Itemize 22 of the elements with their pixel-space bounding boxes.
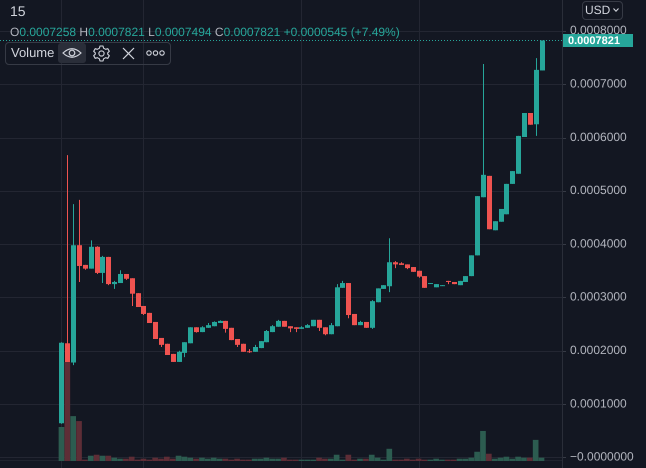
ref-line-label: 0.0007821 bbox=[568, 34, 620, 47]
bar bbox=[105, 456, 112, 461]
chart-title: 15 bbox=[10, 3, 26, 20]
y-tick-label: 0.0007000 bbox=[570, 76, 628, 91]
bar bbox=[58, 427, 64, 461]
text: O0.0007258 H0.0007821 L0.0007494 C0.0007821 +0.0000545 (+7.49%) bbox=[10, 25, 400, 39]
bar bbox=[70, 416, 76, 461]
y-tick-label: 0.0004000 bbox=[570, 236, 628, 250]
bar bbox=[88, 456, 94, 461]
y-axis-title: USD bbox=[585, 3, 610, 17]
bar bbox=[526, 458, 533, 461]
y-tick-label: 0.0001000 bbox=[570, 396, 628, 410]
chart-title: Volume bbox=[11, 45, 54, 61]
bar bbox=[486, 454, 492, 461]
y-tick-label: 0.0008000 bbox=[570, 23, 628, 38]
y-tick-label: 0.0003000 bbox=[570, 290, 628, 304]
y-tick-label: 0.0006000 bbox=[570, 130, 628, 144]
y-tick-label: 0.0005000 bbox=[570, 183, 628, 198]
bar bbox=[100, 456, 106, 461]
y-tick-label: −0.0000000 bbox=[570, 450, 634, 464]
bar bbox=[94, 454, 100, 461]
y-tick-label: 0.0002000 bbox=[570, 343, 628, 358]
